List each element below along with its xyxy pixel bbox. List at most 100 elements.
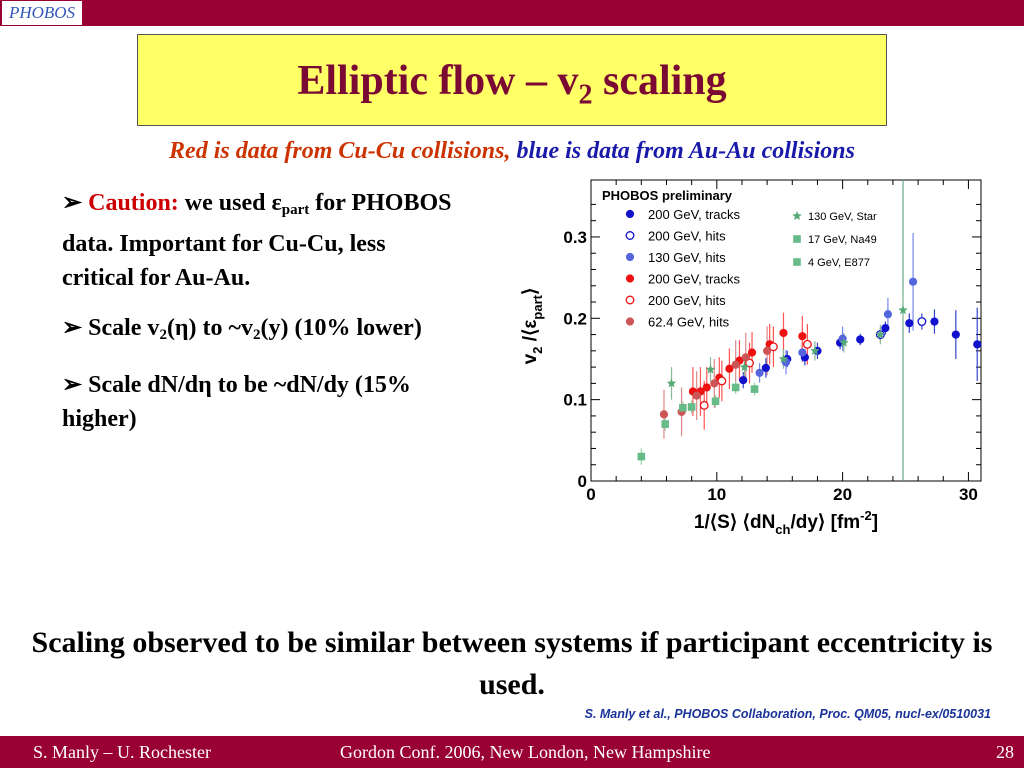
series-au-au-200-gev-tracks <box>742 307 978 389</box>
bullet-subscript: part <box>281 202 310 218</box>
data-point <box>908 277 918 286</box>
data-point <box>659 410 669 419</box>
data-point <box>666 378 677 388</box>
top-bar: PHOBOS <box>0 0 1024 26</box>
data-point <box>802 339 812 349</box>
data-point <box>761 363 770 373</box>
subtitle-blue: blue is data from Au-Au collisions <box>510 138 855 164</box>
slide-title: Elliptic flow – v2 scaling <box>138 35 886 141</box>
data-point <box>905 319 914 328</box>
data-point <box>687 403 696 411</box>
x-tick-label: 0 <box>586 485 595 504</box>
bullet-list: ➢ Caution: we used εpart for PHOBOS data… <box>62 186 452 452</box>
legend-marker <box>625 295 635 305</box>
data-point <box>930 317 939 326</box>
legend-label: 130 GeV, hits <box>648 250 726 265</box>
x-tick-label: 30 <box>959 485 978 504</box>
data-point <box>711 397 720 406</box>
caution-label: Caution: <box>88 190 179 216</box>
x-tick-label: 10 <box>707 485 726 504</box>
bullet-subscript: 2 <box>159 327 167 343</box>
data-point <box>747 348 757 357</box>
bullet-text: Scale dN/dη to be ~dN/dy (15% higher) <box>62 372 411 432</box>
legend-marker <box>625 209 635 219</box>
slide-number: 28 <box>996 742 1014 762</box>
data-point <box>741 353 750 362</box>
data-point <box>883 310 893 319</box>
data-point <box>798 348 807 357</box>
legend-marker <box>792 211 802 220</box>
bullet-text: for PHOBOS data. Important for Cu-Cu, le… <box>62 190 452 291</box>
data-point <box>768 342 778 352</box>
title-sub: 2 <box>578 79 593 111</box>
y-tick-label: 0.1 <box>563 391 587 410</box>
data-point <box>731 383 740 392</box>
legend-label: 200 GeV, hits <box>648 229 726 244</box>
y-tick-label: 0 <box>578 472 587 491</box>
subtitle-red: Red is data from Cu-Cu collisions, <box>169 138 511 164</box>
data-point <box>661 420 670 428</box>
data-point <box>717 376 727 386</box>
x-axis-label: 1/⟨S⟩ ⟨dNch/dy⟩ [fm-2] <box>694 508 878 537</box>
title-box: Elliptic flow – v2 scaling <box>137 34 887 126</box>
legend-label: 200 GeV, tracks <box>648 207 741 222</box>
data-point <box>856 335 865 344</box>
footer-author: S. Manly – U. Rochester <box>33 742 211 762</box>
data-point <box>763 346 772 355</box>
legend-marker <box>625 274 635 283</box>
phobos-logo: PHOBOS <box>2 1 82 25</box>
title-tail: scaling <box>592 58 727 104</box>
data-point <box>973 340 982 349</box>
bullet-scale-dndy: ➢ Scale dN/dη to be ~dN/dy (15% higher) <box>62 368 452 436</box>
bullet-marker: ➢ <box>62 372 83 398</box>
y-tick-label: 0.2 <box>563 309 587 328</box>
data-point <box>702 383 711 392</box>
legend-marker <box>625 252 635 262</box>
chart-title: PHOBOS preliminary <box>602 188 733 203</box>
data-point <box>699 400 709 410</box>
data-point <box>637 452 646 461</box>
data-point <box>750 385 759 393</box>
title-main: Elliptic flow – v <box>297 58 579 104</box>
bullet-scale-v2: ➢ Scale v2(η) to ~v2(y) (10% lower) <box>62 311 452 352</box>
y-tick-label: 0.3 <box>563 228 587 247</box>
legend-label: 130 GeV, Star <box>808 211 877 223</box>
bullet-caution: ➢ Caution: we used εpart for PHOBOS data… <box>62 186 452 295</box>
data-point <box>810 345 820 355</box>
x-tick-label: 20 <box>833 485 852 504</box>
data-point <box>875 329 886 339</box>
bullet-marker: ➢ <box>62 315 83 341</box>
data-point <box>755 368 764 377</box>
subtitle: Red is data from Cu-Cu collisions, blue … <box>0 138 1024 165</box>
bullet-marker: ➢ <box>62 190 83 216</box>
legend-label: 17 GeV, Na49 <box>808 234 877 246</box>
legend-label: 62.4 GeV, hits <box>648 315 730 330</box>
data-point <box>725 364 734 373</box>
legend-marker <box>625 317 635 326</box>
legend-marker <box>793 235 801 243</box>
footer-conference: Gordon Conf. 2006, New London, New Hamps… <box>340 742 711 762</box>
v2-scaling-chart: 0 10 20 30 0 0.1 0.2 0.3 PHOBOS preliminary 200 G… <box>520 179 982 537</box>
footer-bar: S. Manly – U. Rochester Gordon Conf. 200… <box>0 736 1024 768</box>
data-point <box>731 360 740 369</box>
data-point <box>881 323 890 333</box>
plot-frame <box>590 179 982 482</box>
data-point <box>745 358 754 368</box>
legend-marker <box>625 231 635 240</box>
legend-label: 200 GeV, tracks <box>648 272 741 287</box>
bullet-subscript: 2 <box>253 327 261 343</box>
bullet-text: (η) to ~v <box>166 315 254 341</box>
data-point <box>798 332 807 341</box>
data-point <box>778 354 789 363</box>
data-point <box>739 362 750 372</box>
legend-label: 200 GeV, hits <box>648 293 726 308</box>
y-axis-label: v2 /⟨εpart⟩ <box>520 288 545 365</box>
bullet-text: Scale v <box>82 315 160 341</box>
data-point <box>679 403 687 412</box>
reference-citation: S. Manly et al., PHOBOS Collaboration, P… <box>584 707 991 721</box>
bullet-text: we used ε <box>178 190 282 216</box>
data-point <box>917 317 927 327</box>
data-point <box>898 305 908 315</box>
data-point <box>705 364 716 374</box>
conclusion-text: Scaling observed to be similar between s… <box>31 626 993 701</box>
